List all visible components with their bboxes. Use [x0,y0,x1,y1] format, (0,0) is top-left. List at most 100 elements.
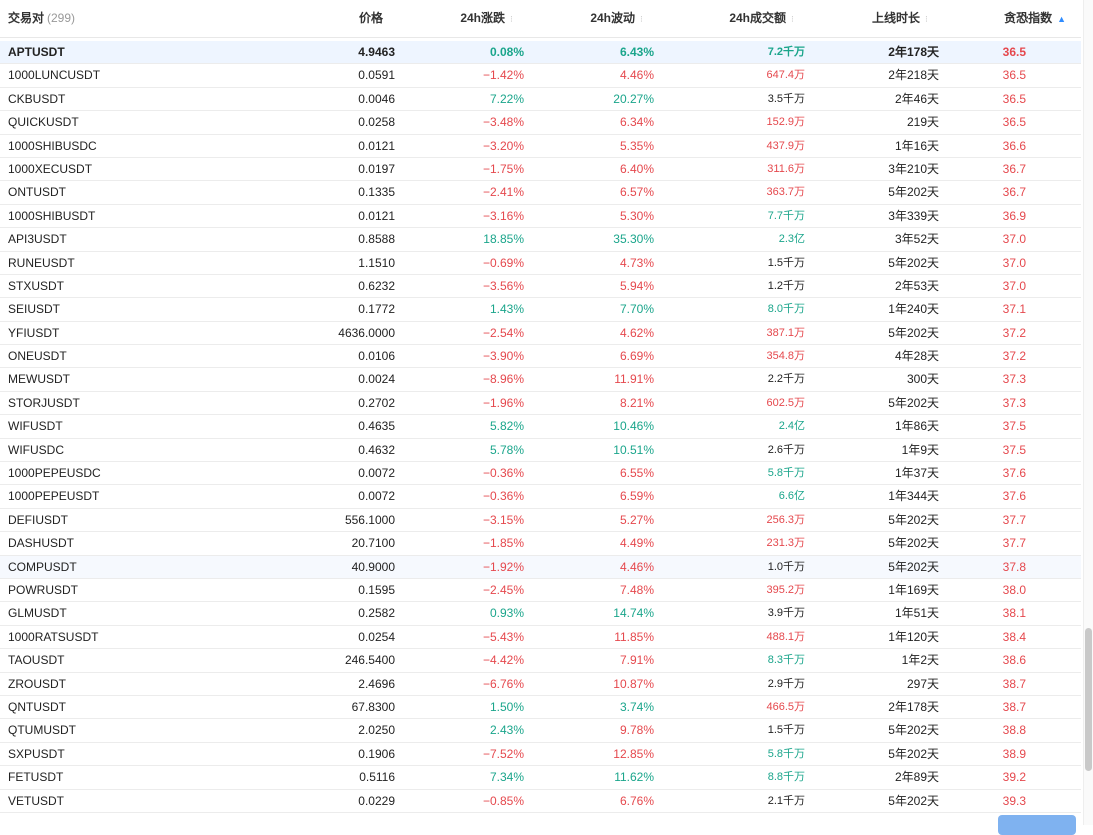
fear-greed-cell: 37.8 [1002,559,1026,574]
symbol-cell[interactable]: SEIUSDT [8,302,61,317]
table-row[interactable]: POWRUSDT 0.1595 −2.45% 7.48% 395.2万 1年169天 38.… [0,579,1081,603]
column-change[interactable]: 24h涨跌 ⁝ [460,0,516,37]
table-row[interactable]: API3USDT 0.8588 18.85% 35.30% 2.3亿 3年52天 37.0 [0,228,1081,252]
floating-button[interactable] [998,815,1076,835]
symbol-cell[interactable]: WIFUSDC [8,442,64,457]
sort-icon[interactable]: ⁝ [510,14,513,24]
column-price[interactable]: 价格 [359,0,383,37]
fear-greed-cell: 37.1 [1002,302,1026,317]
table-row[interactable]: SXPUSDT 0.1906 −7.52% 12.85% 5.8千万 5年202天 38.9 [0,743,1081,767]
symbol-cell[interactable]: 1000LUNCUSDT [8,68,101,83]
symbol-cell[interactable]: APTUSDT [8,45,65,59]
symbol-cell[interactable]: QTUMUSDT [8,723,76,738]
table-row[interactable]: APTUSDT 4.9463 0.08% 6.43% 7.2千万 2年178天 36.5 [0,41,1081,65]
symbol-cell[interactable]: 1000XECUSDT [8,161,93,176]
symbol-cell[interactable]: 1000SHIBUSDC [8,138,97,153]
table-row[interactable]: DEFIUSDT 556.1000 −3.15% 5.27% 256.3万 5年202天 3… [0,509,1081,533]
volatility-cell: 10.46% [613,419,654,434]
table-row[interactable]: 1000RATSUSDT 0.0254 −5.43% 11.85% 488.1万 1年12… [0,626,1081,650]
table-row[interactable]: 1000SHIBUSDT 0.0121 −3.16% 5.30% 7.7千万 3年339天… [0,205,1081,229]
table-row[interactable]: ONTUSDT 0.1335 −2.41% 6.57% 363.7万 5年202天 36.7 [0,181,1081,205]
symbol-cell[interactable]: DASHUSDT [8,536,75,551]
table-row[interactable]: WIFUSDT 0.4635 5.82% 10.46% 2.4亿 1年86天 37.5 [0,415,1081,439]
turnover-cell: 5.8千万 [767,467,805,480]
table-row[interactable]: 1000PEPEUSDT 0.0072 −0.36% 6.59% 6.6亿 1年344天 3… [0,485,1081,509]
column-age[interactable]: 上线时长 ⁝ [872,0,931,37]
turnover-cell: 387.1万 [766,326,805,339]
scrollbar-track[interactable] [1083,0,1093,825]
table-row[interactable]: ONEUSDT 0.0106 −3.90% 6.69% 354.8万 4年28天 37.2 [0,345,1081,369]
symbol-cell[interactable]: ONEUSDT [8,349,67,364]
symbol-cell[interactable]: CKBUSDT [8,91,66,106]
table-row[interactable]: WIFUSDC 0.4632 5.78% 10.51% 2.6千万 1年9天 37.5 [0,439,1081,463]
age-cell: 1年120天 [888,629,939,644]
table-row[interactable]: YFIUSDT 4636.0000 −2.54% 4.62% 387.1万 5年202天 3… [0,322,1081,346]
table-row[interactable]: 1000PEPEUSDC 0.0072 −0.36% 6.55% 5.8千万 1年37天 3… [0,462,1081,486]
fear-greed-cell: 37.2 [1002,325,1026,340]
sort-icon[interactable]: ⁝ [791,14,794,24]
symbol-cell[interactable]: MEWUSDT [8,372,70,387]
symbol-cell[interactable]: QUICKUSDT [8,115,79,130]
symbol-cell[interactable]: GLMUSDT [8,606,67,621]
symbol-cell[interactable]: POWRUSDT [8,582,78,597]
table-row[interactable]: QTUMUSDT 2.0250 2.43% 9.78% 1.5千万 5年202天 38.8 [0,719,1081,743]
change-cell: −5.43% [482,629,524,644]
symbol-cell[interactable]: WIFUSDT [8,419,63,434]
symbol-cell[interactable]: 1000SHIBUSDT [8,208,96,223]
symbol-cell[interactable]: ZROUSDT [8,676,66,691]
sort-icon[interactable]: ⁝ [640,14,643,24]
volatility-cell: 9.78% [619,723,654,738]
symbol-cell[interactable]: 1000PEPEUSDT [8,489,100,504]
column-volatility[interactable]: 24h波动 ⁝ [590,0,646,37]
symbol-cell[interactable]: DEFIUSDT [8,512,68,527]
column-change-label: 24h涨跌 [460,11,505,25]
symbol-cell[interactable]: STXUSDT [8,278,65,293]
symbol-cell[interactable]: 1000PEPEUSDC [8,466,101,481]
age-cell: 297天 [906,676,939,691]
scrollbar-thumb[interactable] [1085,628,1092,771]
symbol-cell[interactable]: FETUSDT [8,770,64,785]
table-row[interactable]: QUICKUSDT 0.0258 −3.48% 6.34% 152.9万 219天 36.5 [0,111,1081,135]
symbol-cell[interactable]: YFIUSDT [8,325,60,340]
turnover-cell: 152.9万 [766,116,805,129]
table-row[interactable]: 1000LUNCUSDT 0.0591 −1.42% 4.46% 647.4万 2年218… [0,64,1081,88]
sort-icon[interactable]: ⁝ [925,14,928,24]
table-row[interactable]: STXUSDT 0.6232 −3.56% 5.94% 1.2千万 2年53天 37.0 [0,275,1081,299]
turnover-cell: 437.9万 [766,139,805,152]
table-row[interactable]: 1000SHIBUSDC 0.0121 −3.20% 5.35% 437.9万 1年16天… [0,135,1081,158]
symbol-cell[interactable]: STORJUSDT [8,395,80,410]
fear-greed-cell: 36.7 [1002,161,1026,176]
symbol-count: (299) [47,11,76,25]
symbol-cell[interactable]: RUNEUSDT [8,255,75,270]
table-row[interactable]: ZROUSDT 2.4696 −6.76% 10.87% 2.9千万 297天 38.7 [0,673,1081,696]
sort-asc-icon[interactable]: ▲ [1057,14,1066,24]
table-row[interactable]: MEWUSDT 0.0024 −8.96% 11.91% 2.2千万 300天 37.3 [0,368,1081,392]
table-row[interactable]: 1000XECUSDT 0.0197 −1.75% 6.40% 311.6万 3年210天… [0,158,1081,182]
symbol-cell[interactable]: QNTUSDT [8,699,66,714]
column-symbol[interactable]: 交易对 (299) [8,0,75,37]
fear-greed-cell: 39.2 [1002,770,1026,785]
symbol-cell[interactable]: API3USDT [8,232,67,247]
symbol-cell[interactable]: VETUSDT [8,793,65,808]
table-row[interactable]: RUNEUSDT 1.1510 −0.69% 4.73% 1.5千万 5年202天 37.0 [0,252,1081,275]
table-row[interactable]: COMPUSDT 40.9000 −1.92% 4.46% 1.0千万 5年202天 37.… [0,555,1081,579]
table-row[interactable]: CKBUSDT 0.0046 7.22% 20.27% 3.5千万 2年46天 36.5 [0,88,1081,112]
column-turnover[interactable]: 24h成交额 ⁝ [729,0,797,37]
table-row[interactable]: DASHUSDT 20.7100 −1.85% 4.49% 231.3万 5年202天 37… [0,532,1081,556]
symbol-cell[interactable]: COMPUSDT [8,559,77,574]
symbol-cell[interactable]: 1000RATSUSDT [8,629,99,644]
table-row[interactable]: TAOUSDT 246.5400 −4.42% 7.91% 8.3千万 1年2天 38.6 [0,649,1081,673]
table-row[interactable]: VETUSDT 0.0229 −0.85% 6.76% 2.1千万 5年202天 39.3 [0,790,1081,813]
table-row[interactable]: GLMUSDT 0.2582 0.93% 14.74% 3.9千万 1年51天 38.1 [0,602,1081,626]
symbol-cell[interactable]: ONTUSDT [8,185,66,200]
volatility-cell: 7.70% [619,302,654,317]
symbol-cell[interactable]: TAOUSDT [8,653,65,668]
price-cell: 0.8588 [358,232,395,247]
price-cell: 0.5116 [359,770,395,785]
table-row[interactable]: QNTUSDT 67.8300 1.50% 3.74% 466.5万 2年178天 38.7 [0,696,1081,720]
table-row[interactable]: STORJUSDT 0.2702 −1.96% 8.21% 602.5万 5年202天 37… [0,392,1081,416]
symbol-cell[interactable]: SXPUSDT [8,746,65,761]
column-fear-greed[interactable]: 贪恐指数 ▲ [1004,0,1066,37]
table-row[interactable]: SEIUSDT 0.1772 1.43% 7.70% 8.0千万 1年240天 37.1 [0,298,1081,322]
table-row[interactable]: FETUSDT 0.5116 7.34% 11.62% 8.8千万 2年89天 39.2 [0,766,1081,790]
